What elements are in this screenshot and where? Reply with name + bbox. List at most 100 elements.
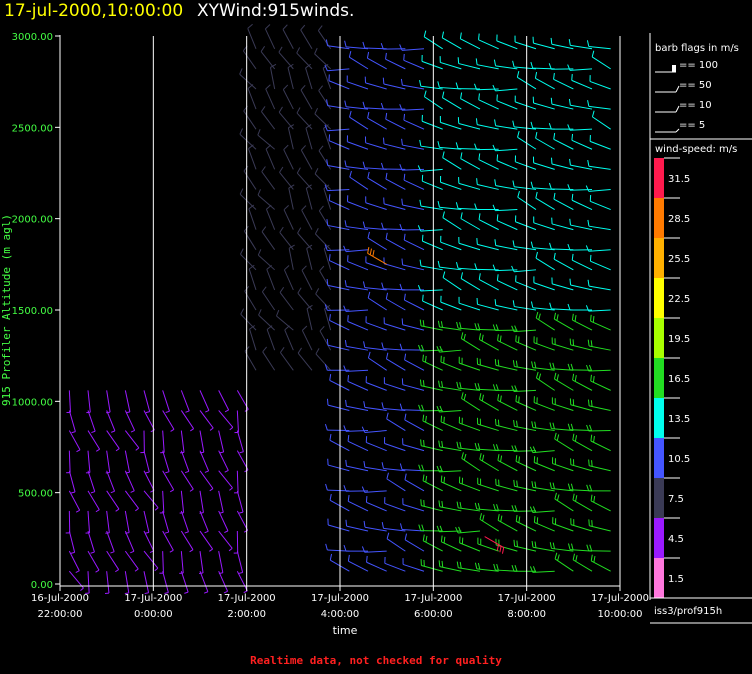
wind-barb-shaft bbox=[300, 29, 313, 50]
wind-barb-shaft bbox=[199, 430, 205, 453]
wind-barb-flag bbox=[319, 265, 325, 272]
wind-barb-shaft bbox=[589, 405, 611, 411]
wind-barb bbox=[363, 341, 387, 351]
wind-barb-flag bbox=[593, 435, 595, 443]
wind-barb-shaft bbox=[477, 124, 499, 130]
wind-barb-shaft bbox=[239, 133, 257, 150]
wind-barb-shaft bbox=[327, 128, 350, 132]
wind-barb-flag bbox=[318, 205, 324, 212]
wind-barb bbox=[319, 325, 332, 351]
wind-barb bbox=[362, 221, 387, 231]
wind-barb-shaft bbox=[364, 550, 387, 553]
wind-barb bbox=[531, 540, 555, 552]
wind-barb-flag bbox=[567, 363, 571, 371]
wind-barb bbox=[460, 92, 481, 110]
wind-barb-flag bbox=[513, 539, 516, 547]
wind-barb-flag bbox=[400, 78, 403, 86]
wind-barb bbox=[243, 225, 257, 250]
wind-barb bbox=[381, 342, 406, 351]
wind-barb bbox=[106, 390, 111, 414]
wind-barb bbox=[513, 420, 537, 432]
wind-barb-flag bbox=[318, 145, 324, 152]
wind-barb-flag bbox=[571, 253, 574, 261]
wind-barb-shaft bbox=[570, 284, 593, 291]
wind-barb-shaft bbox=[588, 225, 611, 231]
wind-barb-shaft bbox=[124, 510, 130, 533]
wind-barb bbox=[305, 124, 313, 150]
y-tick-labels: 0.00500.001000.001500.002000.002500.0030… bbox=[12, 32, 60, 591]
wind-barb-shaft bbox=[572, 319, 593, 331]
wind-barb-flag bbox=[399, 104, 403, 111]
wind-barb bbox=[419, 379, 443, 391]
wind-barb-shaft bbox=[366, 501, 387, 512]
wind-barb bbox=[572, 553, 593, 572]
wind-barb-shaft bbox=[257, 134, 275, 150]
wind-barb bbox=[143, 510, 150, 534]
wind-barb-flag bbox=[494, 179, 497, 186]
wind-barb-shaft bbox=[402, 144, 425, 150]
wind-barb-shaft bbox=[236, 550, 244, 573]
wind-barb bbox=[515, 455, 537, 472]
wind-barb-shaft bbox=[514, 389, 537, 393]
wind-barb-flag bbox=[239, 248, 244, 255]
wind-barb bbox=[440, 175, 462, 190]
wind-barb bbox=[497, 394, 518, 411]
wind-barb bbox=[327, 458, 350, 472]
wind-barb bbox=[327, 518, 350, 532]
wind-barb-shaft bbox=[284, 329, 294, 351]
wind-barb-shaft bbox=[218, 470, 233, 489]
x-tick-date: 17-Jul-2000 bbox=[404, 593, 462, 604]
colorbar-segment bbox=[654, 478, 664, 518]
wind-barb bbox=[512, 120, 537, 130]
wind-barb-flag bbox=[260, 45, 266, 52]
wind-barb bbox=[104, 571, 110, 595]
wind-barb bbox=[199, 551, 204, 574]
wind-barb-flag bbox=[425, 415, 427, 423]
wind-barb-flag bbox=[422, 294, 424, 302]
wind-barb-shaft bbox=[458, 182, 481, 190]
wind-barb bbox=[65, 510, 71, 534]
wind-barb-shaft bbox=[442, 277, 462, 291]
wind-barb-flag bbox=[586, 364, 590, 372]
wind-barb-flag bbox=[477, 383, 481, 390]
wind-barb bbox=[218, 470, 233, 491]
wind-barb-shaft bbox=[514, 41, 537, 50]
wind-barb bbox=[532, 156, 555, 170]
wind-barb-flag bbox=[90, 491, 95, 494]
wind-barb-flag bbox=[459, 322, 462, 329]
wind-barb-shaft bbox=[327, 165, 350, 170]
wind-barb bbox=[532, 36, 555, 50]
wind-barb bbox=[248, 264, 257, 291]
wind-barb-shaft bbox=[479, 279, 499, 291]
wind-barb-flag bbox=[75, 509, 80, 513]
colorbar-label: 16.5 bbox=[668, 374, 690, 385]
wind-barb-shaft bbox=[68, 390, 71, 413]
wind-barb-shaft bbox=[439, 349, 462, 353]
wind-barb-shaft bbox=[364, 526, 387, 532]
wind-barb-shaft bbox=[365, 382, 387, 391]
wind-barb bbox=[326, 159, 350, 170]
wind-barb-shaft bbox=[592, 116, 611, 130]
wind-barb bbox=[438, 440, 462, 452]
wind-barb bbox=[476, 297, 499, 311]
wind-barb-shaft bbox=[218, 490, 224, 513]
wind-barb-flag bbox=[493, 563, 496, 571]
wind-barb-shaft bbox=[315, 233, 332, 251]
wind-barb-shaft bbox=[477, 543, 499, 552]
wind-barb-flag bbox=[514, 505, 518, 512]
wind-barb-shaft bbox=[495, 484, 518, 492]
wind-barb-shaft bbox=[440, 241, 462, 251]
wind-barb-shaft bbox=[346, 285, 369, 291]
wind-barb-shaft bbox=[265, 88, 276, 110]
wind-barb bbox=[324, 304, 332, 331]
wind-barb bbox=[401, 378, 425, 391]
y-tick-label: 3000.00 bbox=[12, 32, 53, 43]
wind-barb-flag bbox=[500, 515, 503, 522]
wind-barb bbox=[568, 98, 593, 110]
wind-barb-flag bbox=[440, 415, 443, 423]
wind-barb-shaft bbox=[439, 409, 462, 413]
wind-barb bbox=[417, 165, 443, 172]
wind-barb-flag bbox=[239, 68, 243, 75]
wind-barb-shaft bbox=[478, 99, 499, 110]
wind-barb-shaft bbox=[346, 46, 369, 50]
